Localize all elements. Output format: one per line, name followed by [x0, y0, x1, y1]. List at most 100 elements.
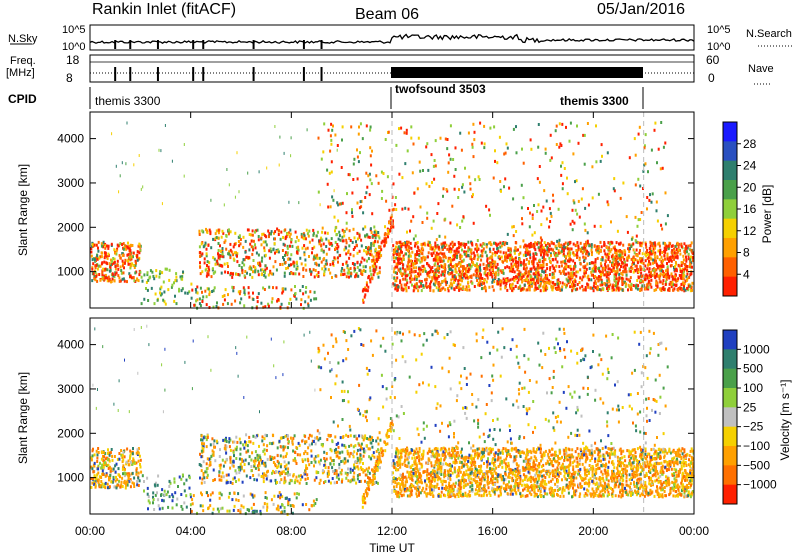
echo-cell: [594, 286, 597, 290]
echo-cell: [100, 466, 103, 470]
echo-cell: [376, 436, 379, 440]
echo-cell: [407, 258, 410, 262]
echo-cell: [677, 245, 680, 249]
echo-cell: [664, 249, 667, 253]
echo-cell: [243, 304, 246, 308]
echo-cell: [659, 264, 662, 268]
echo-cell: [288, 481, 291, 485]
echo-cell: [509, 283, 511, 287]
echo-cell: [540, 238, 543, 242]
echo-cell: [398, 253, 401, 256]
echo-cell: [121, 253, 124, 257]
echo-cell: [554, 254, 557, 258]
echo-cell: [588, 252, 590, 256]
echo-cell: [432, 219, 435, 223]
echo-cell: [496, 161, 499, 165]
echo-cell: [249, 440, 252, 444]
echo-cell: [595, 160, 598, 164]
echo-cell: [218, 464, 221, 467]
echo-cell: [271, 297, 274, 301]
echo-cell: [613, 275, 616, 278]
echo-cell: [406, 149, 409, 153]
echo-cell: [417, 289, 420, 293]
echo-cell: [215, 305, 218, 308]
echo-cell: [345, 476, 348, 480]
echo-cell: [203, 261, 206, 265]
echo-cell: [232, 272, 234, 276]
echo-cell: [506, 288, 509, 292]
echo-cell: [294, 285, 296, 288]
echo-cell: [453, 287, 456, 291]
echo-cell: [658, 244, 661, 248]
echo-cell: [449, 261, 452, 265]
echo-cell: [491, 268, 494, 272]
echo-cell: [472, 273, 475, 277]
echo-cell: [593, 269, 596, 273]
echo-cell: [104, 463, 107, 466]
echo-cell: [180, 277, 183, 281]
echo-cell: [342, 435, 345, 439]
echo-cell: [475, 262, 478, 266]
echo-cell: [493, 125, 496, 129]
echo-cell: [307, 302, 310, 306]
echo-cell: [635, 253, 638, 257]
echo-cell: [303, 244, 306, 248]
echo-cell: [337, 456, 340, 460]
echo-cell: [576, 241, 579, 245]
echo-cell: [487, 264, 490, 268]
echo-cell: [353, 463, 355, 467]
echo-cell: [521, 222, 524, 226]
cpid-label: CPID: [8, 92, 37, 106]
echo-cell: [676, 242, 679, 245]
echo-cell: [362, 287, 365, 291]
echo-cell: [91, 243, 94, 247]
echo-cell: [596, 256, 599, 260]
echo-cell: [114, 267, 117, 271]
echo-cell: [526, 248, 529, 252]
echo-cell: [591, 196, 594, 200]
echo-cell: [572, 251, 575, 255]
echo-cell: [91, 258, 94, 262]
freq-frame: [89, 54, 695, 83]
echo-cell: [393, 283, 396, 287]
echo-cell: [331, 276, 333, 279]
echo-cell: [171, 159, 173, 163]
echo-cell: [422, 285, 425, 289]
echo-cell: [308, 268, 311, 272]
echo-cell: [546, 281, 548, 284]
echo-cell: [587, 203, 590, 207]
echo-cell: [215, 236, 218, 239]
echo-cell: [457, 279, 460, 283]
echo-cell: [453, 264, 456, 268]
echo-cell: [353, 434, 356, 438]
echo-cell: [219, 448, 221, 452]
echo-cell: [311, 247, 314, 251]
echo-cell: [567, 250, 570, 254]
echo-cell: [277, 229, 280, 233]
echo-cell: [341, 267, 344, 270]
echo-cell: [129, 455, 132, 459]
echo-cell: [653, 258, 656, 262]
echo-cell: [545, 252, 548, 256]
echo-cell: [627, 278, 630, 282]
echo-cell: [649, 262, 652, 266]
echo-cell: [458, 261, 461, 265]
echo-cell: [165, 493, 168, 497]
echo-cell: [640, 211, 643, 214]
echo-cell: [657, 242, 660, 246]
echo-cell: [561, 281, 564, 285]
echo-cell: [91, 467, 94, 471]
echo-cell: [526, 274, 529, 278]
echo-cell: [588, 244, 591, 248]
echo-cell: [357, 160, 360, 164]
echo-cell: [365, 288, 368, 292]
echo-cell: [626, 258, 629, 262]
echo-cell: [229, 242, 232, 246]
echo-cell: [549, 211, 552, 215]
echo-cell: [428, 275, 431, 279]
echo-cell: [521, 280, 524, 284]
echo-cell: [270, 232, 272, 236]
echo-cell: [285, 235, 288, 239]
echo-cell: [182, 270, 184, 274]
echo-cell: [119, 174, 121, 178]
